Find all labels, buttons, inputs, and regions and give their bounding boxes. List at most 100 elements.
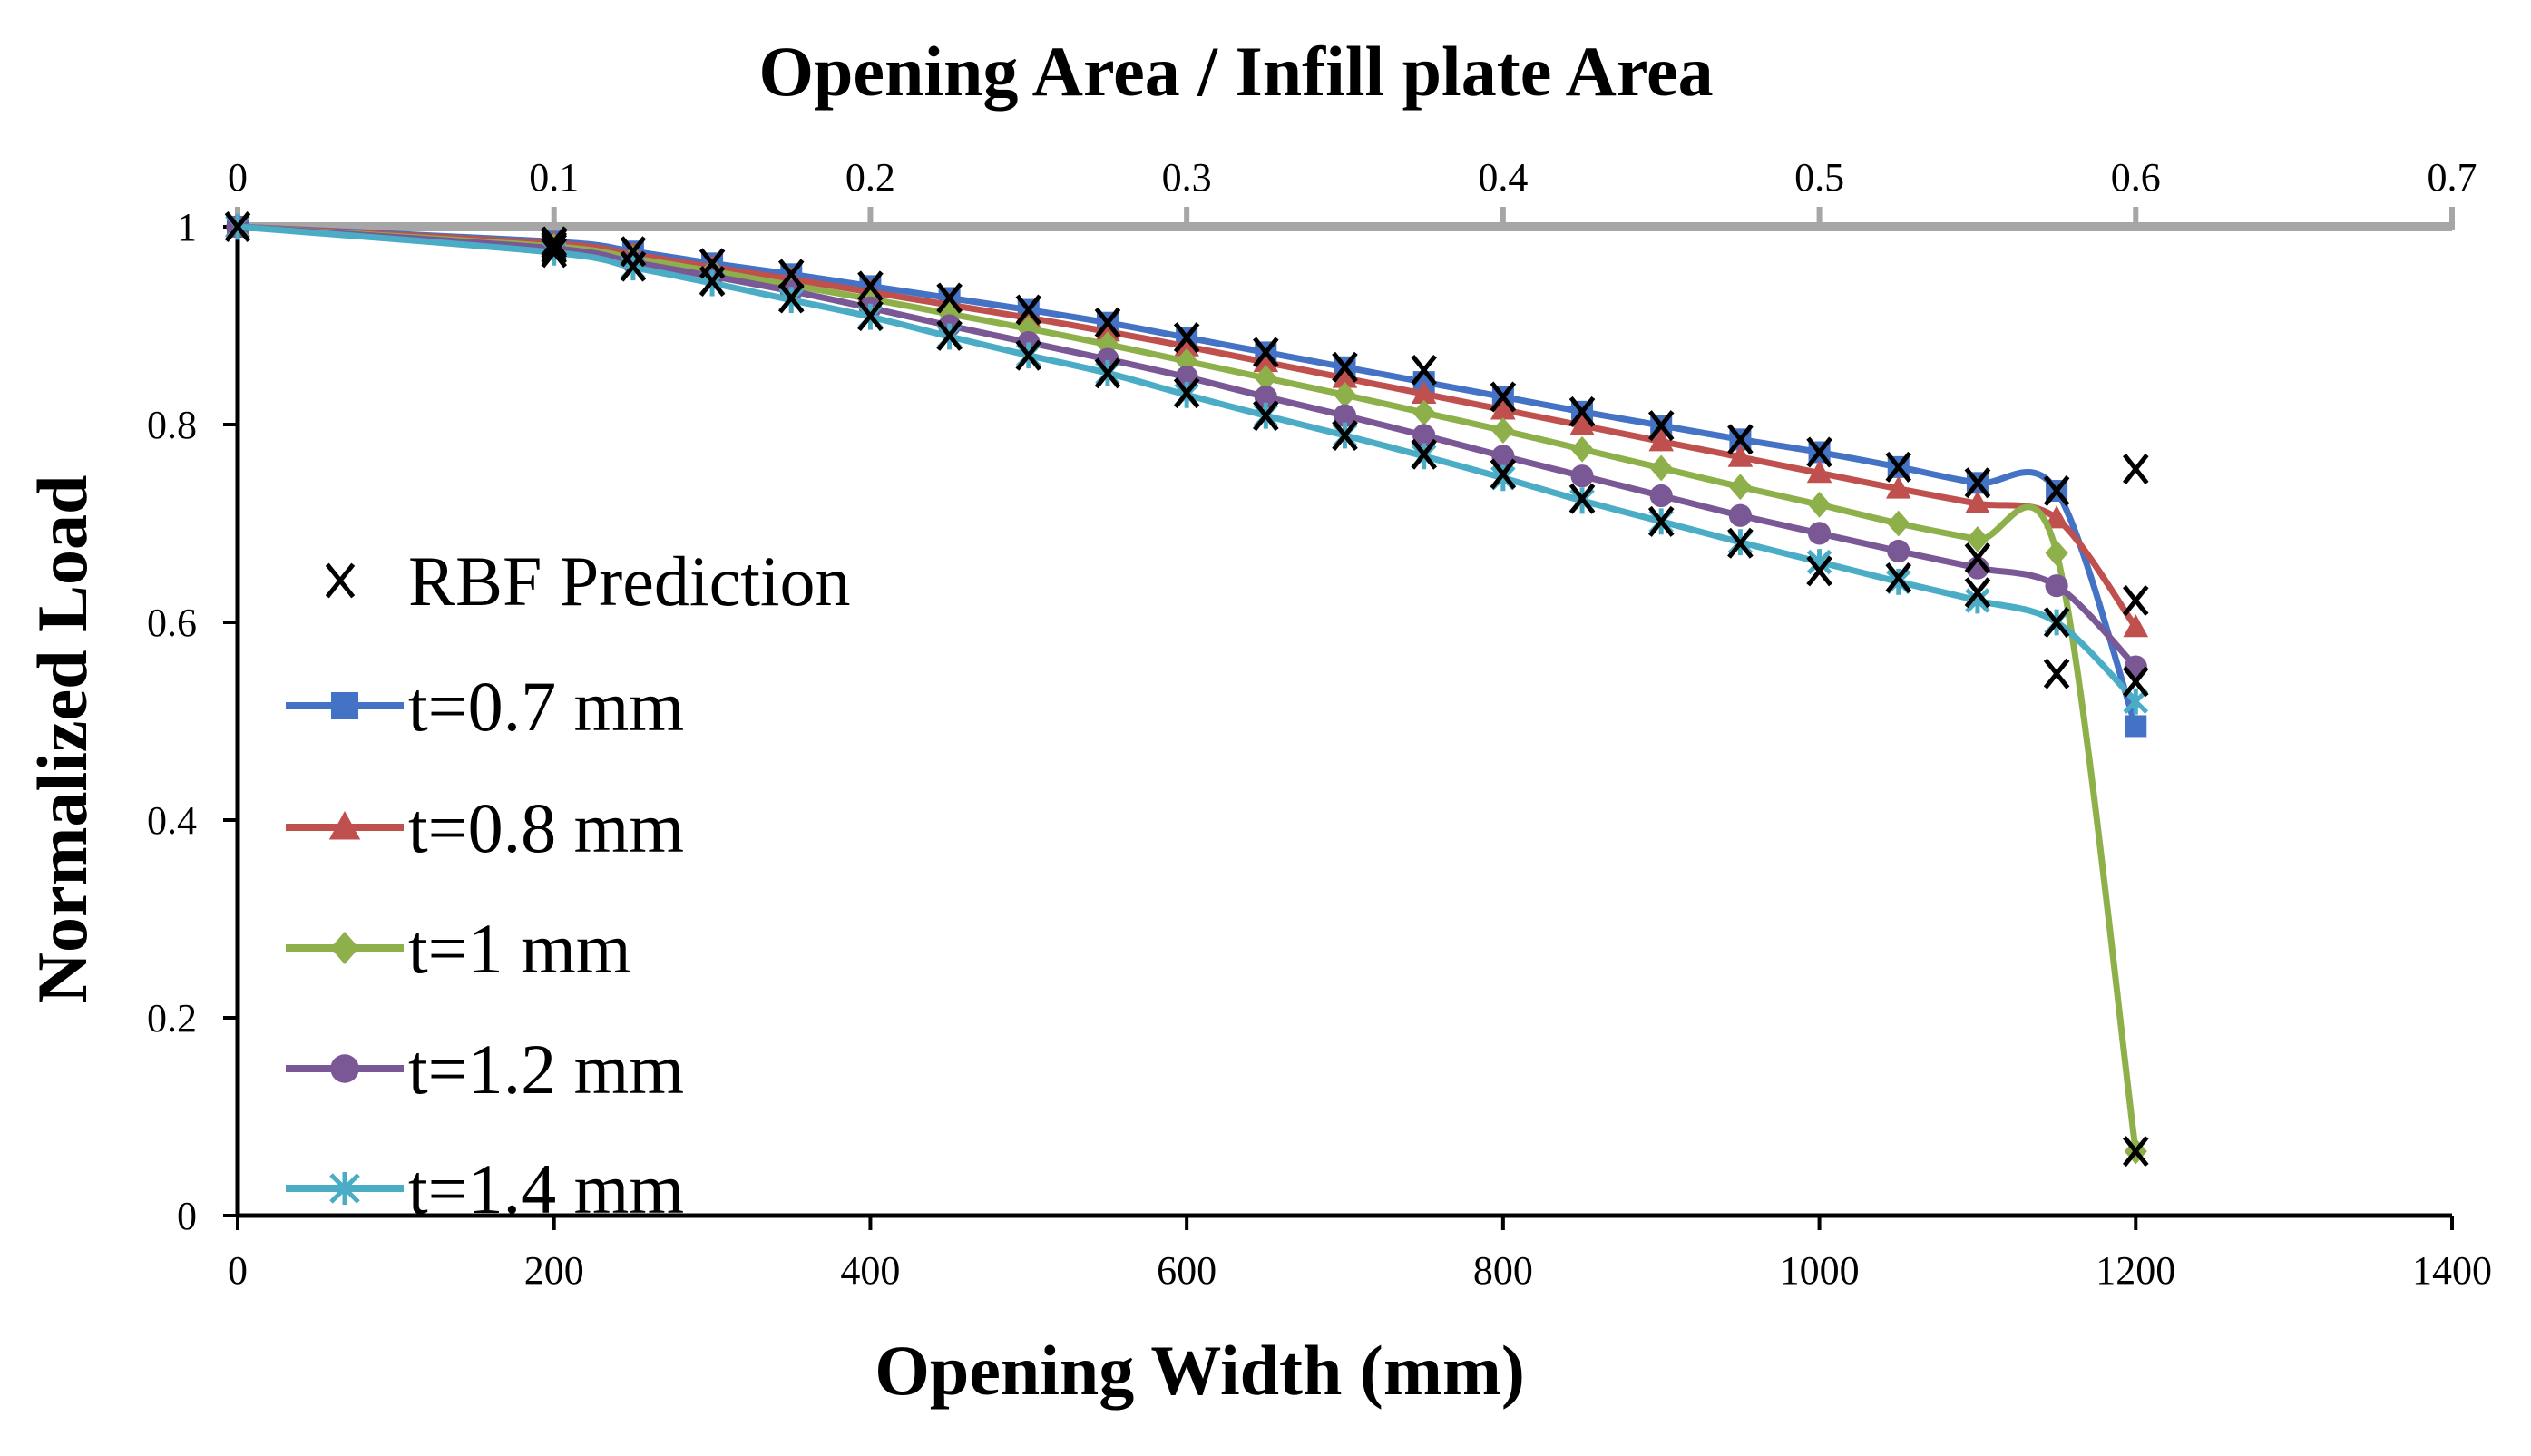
rbf-point <box>2122 585 2149 617</box>
rbf-point-stroke <box>2043 658 2070 689</box>
legend-marker-stroke <box>329 1172 360 1205</box>
rbf-point-stroke <box>1727 424 1754 455</box>
rbf-point <box>2043 658 2070 689</box>
rbf-point-stroke <box>1173 322 1200 354</box>
data-point <box>1253 348 1279 373</box>
legend-label: t=1 mm <box>408 909 631 988</box>
data-point <box>1648 428 1675 452</box>
legend-label: RBF Prediction <box>408 542 851 621</box>
rbf-point-stroke <box>1806 436 1832 468</box>
rbf-point <box>224 211 251 242</box>
data-point <box>1254 385 1277 409</box>
top-tick-label: 0.1 <box>529 155 579 200</box>
top-tick-label: 0.7 <box>2428 155 2477 200</box>
rbf-point-stroke <box>2043 607 2070 638</box>
data-point <box>2044 505 2069 529</box>
rbf-point <box>1568 396 1596 427</box>
rbf-point-stroke <box>1173 377 1200 409</box>
y-tick-label: 0.6 <box>147 601 197 645</box>
data-point <box>1570 464 1594 488</box>
data-point <box>1649 484 1673 508</box>
data-point <box>1333 404 1357 427</box>
legend-marker <box>331 692 358 719</box>
x-axis: 0 200 400 600 800 1000 1200 1400 Opening Width (… <box>228 1213 2492 1410</box>
rbf-point <box>857 300 884 332</box>
rbf-point-stroke <box>1332 419 1358 451</box>
data-point <box>1412 424 1436 447</box>
legend-rbf-marker <box>325 562 356 599</box>
y-tick-label: 0.4 <box>147 798 197 843</box>
rbf-point-stroke <box>699 265 726 297</box>
data-point <box>2045 540 2068 567</box>
rbf-point <box>1332 419 1358 451</box>
data-point <box>1807 491 1832 518</box>
y-tick-label: 0.2 <box>147 996 197 1041</box>
rbf-point <box>857 270 884 302</box>
rbf-point-stroke <box>620 236 647 268</box>
rbf-point-stroke <box>1253 337 1279 368</box>
plot-layer: 0 0.1 0.2 0.3 0.4 0.5 0.6 0.7 Opening Area / Inf… <box>23 32 2492 1410</box>
rbf-point-stroke <box>2122 585 2149 617</box>
rbf-point <box>620 236 647 268</box>
rbf-point <box>2122 454 2149 485</box>
rbf-point-stroke <box>936 282 963 314</box>
data-point <box>1885 475 1911 499</box>
legend-marker <box>330 932 359 964</box>
rbf-point-stroke <box>1647 505 1675 537</box>
rbf-point <box>1885 451 1912 483</box>
y-tick-label: 0.8 <box>147 403 197 447</box>
rbf-point <box>1647 410 1675 442</box>
rbf-point-stroke <box>2043 475 2070 507</box>
rbf-point <box>541 232 568 264</box>
rbf-point-stroke <box>857 300 884 332</box>
rbf-point <box>936 282 963 314</box>
y-axis: 0 0.2 0.4 0.6 0.8 1 Normalized Load <box>23 205 240 1238</box>
data-point <box>2125 715 2147 738</box>
legend-label: t=1.2 mm <box>408 1030 684 1109</box>
rbf-point-stroke <box>224 211 251 242</box>
rbf-point <box>936 319 963 351</box>
rbf-point <box>1964 577 1991 609</box>
rbf-point-stroke <box>777 282 805 314</box>
x-tick-label: 800 <box>1473 1248 1533 1293</box>
data-point <box>1333 381 1357 408</box>
rbf-point <box>1015 294 1042 326</box>
rbf-point-stroke <box>1885 451 1912 483</box>
data-point <box>1966 526 1989 552</box>
data-point <box>1332 365 1358 388</box>
rbf-point-stroke <box>1015 294 1042 326</box>
x-tick-label: 1000 <box>1780 1248 1860 1293</box>
x-axis-title: Opening Width (mm) <box>875 1331 1525 1410</box>
x-tick-label: 0 <box>228 1248 248 1293</box>
data-point <box>1965 490 1990 513</box>
rbf-point <box>2122 1136 2149 1168</box>
rbf-point <box>1568 483 1596 514</box>
rbf-point-stroke <box>1490 458 1517 490</box>
rbf-point <box>1411 355 1437 386</box>
series-t-0-7-mm <box>227 216 2147 738</box>
y-tick-label: 0 <box>177 1194 197 1238</box>
rbf-point <box>2122 666 2149 698</box>
data-point <box>2123 614 2149 638</box>
data-point <box>938 300 962 327</box>
rbf-point <box>1806 555 1832 587</box>
data-point <box>1570 435 1594 463</box>
rbf-point <box>1885 562 1912 593</box>
x-tick-label: 1400 <box>2412 1248 2492 1293</box>
top-tick-label: 0.4 <box>1478 155 1528 200</box>
rbf-point-stroke <box>2122 666 2149 698</box>
top-tick-label: 0.5 <box>1794 155 1844 200</box>
legend-label: t=1.4 mm <box>408 1149 684 1228</box>
rbf-point <box>2043 607 2070 638</box>
rbf-point <box>1173 377 1200 409</box>
y-tick-label: 1 <box>177 205 197 249</box>
rbf-point-stroke <box>1964 542 1991 574</box>
data-point <box>1887 539 1910 563</box>
rbf-point <box>1964 542 1991 574</box>
rbf-point <box>1094 357 1121 389</box>
series-layer <box>224 211 2149 1168</box>
rbf-point <box>777 282 805 314</box>
rbf-point-stroke <box>1568 396 1596 427</box>
rbf-point-stroke <box>1964 467 1991 499</box>
